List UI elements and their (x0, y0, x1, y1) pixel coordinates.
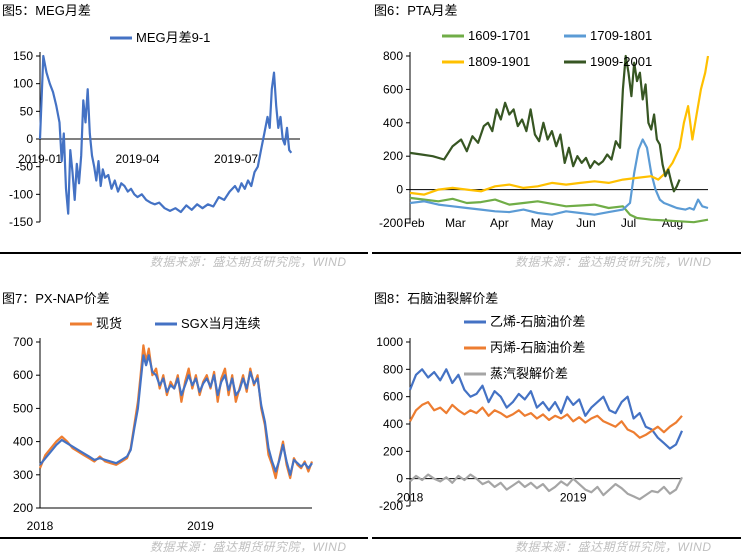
x-tick-label: Aug (662, 216, 683, 230)
y-tick-label: 50 (20, 104, 34, 118)
series-line (409, 138, 709, 216)
figure-5-bottom-rule (0, 252, 368, 254)
y-tick-label: 800 (383, 49, 403, 63)
legend-label: 蒸汽裂解价差 (490, 366, 568, 381)
x-tick-label: 2019 (560, 491, 587, 505)
x-tick-label: Mar (445, 216, 466, 230)
series-line (409, 54, 681, 193)
y-tick-label: 300 (13, 468, 33, 482)
x-tick-label: 2018 (27, 519, 54, 533)
legend-label: 现货 (96, 316, 122, 331)
y-tick-label: 0 (26, 132, 33, 146)
legend-label: 1609-1701 (468, 28, 530, 43)
y-tick-label: 700 (13, 335, 33, 349)
y-tick-label: 200 (383, 444, 403, 458)
figure-5-source: 数据来源：盛达期货研究院，WIND (150, 255, 347, 269)
legend-label: MEG月差9-1 (136, 30, 210, 45)
y-tick-label: 400 (383, 116, 403, 130)
x-tick-label: 2019-04 (115, 152, 159, 166)
figure-6-title: 图6：PTA月差 (374, 3, 458, 18)
legend-label: 1809-1901 (468, 54, 530, 69)
series-line (409, 473, 683, 501)
chart-px-nap-spread: 700 600 500 400 300 200 2018 2019 现货 SGX当月连续 (13, 316, 314, 533)
y-tick-label: 150 (13, 49, 33, 63)
legend-label: 乙烯-石脑油价差 (490, 314, 585, 329)
figure-7-source: 数据来源：盛达期货研究院，WIND (150, 540, 347, 554)
figure-5-title: 图5：MEG月差 (2, 3, 91, 18)
figure-8-bottom-rule (372, 537, 741, 539)
y-tick-label: -200 (379, 216, 403, 230)
y-tick-label: 0 (396, 472, 403, 486)
series-line (408, 368, 684, 450)
figure-8-title: 图8：石脑油裂解价差 (374, 291, 499, 306)
x-tick-label: 2018 (397, 491, 424, 505)
y-tick-label: 800 (383, 362, 403, 376)
legend-label: SGX当月连续 (181, 316, 260, 331)
series-line (409, 400, 683, 439)
x-tick-label: May (531, 216, 554, 230)
y-tick-label: 200 (383, 149, 403, 163)
y-tick-label: -100 (9, 187, 33, 201)
x-tick-label: Feb (404, 216, 425, 230)
y-tick-label: 600 (13, 368, 33, 382)
y-tick-label: 600 (383, 390, 403, 404)
y-tick-label: 400 (383, 417, 403, 431)
x-tick-label: Jul (621, 216, 636, 230)
figure-7-title: 图7：PX-NAP价差 (2, 291, 110, 306)
x-tick-label: 2019-07 (214, 152, 258, 166)
figure-6-bottom-rule (372, 252, 741, 254)
y-tick-label: 200 (13, 501, 33, 515)
x-tick-label: 2019-01 (18, 152, 62, 166)
figure-6-source: 数据来源：盛达期货研究院，WIND (515, 255, 712, 269)
chart-pta-spread: 800 600 400 200 0 -200 Feb Mar Apr May Jun Jul Aug 16… (379, 28, 710, 230)
y-tick-label: 500 (13, 401, 33, 415)
x-tick-label: Jun (576, 216, 595, 230)
legend-label: 1909-2001 (590, 54, 652, 69)
y-tick-label: 1000 (376, 335, 403, 349)
y-tick-label: 100 (13, 77, 33, 91)
y-tick-label: -50 (16, 160, 34, 174)
y-tick-label: -150 (9, 215, 33, 229)
chart-meg-spread: 150 100 50 0 -50 -100 -150 2019-01 2019-04 2019-0… (9, 30, 300, 229)
x-tick-label: Apr (490, 216, 509, 230)
y-tick-label: 0 (396, 183, 403, 197)
y-tick-label: 600 (383, 82, 403, 96)
series-line (39, 354, 313, 476)
figure-8-source: 数据来源：盛达期货研究院，WIND (515, 540, 712, 554)
y-tick-label: -200 (379, 499, 403, 513)
figure-7-bottom-rule (0, 537, 368, 539)
series-line (409, 196, 709, 224)
x-tick-label: 2019 (187, 519, 214, 533)
series-line (409, 55, 710, 196)
legend-label: 丙烯-石脑油价差 (490, 340, 585, 355)
y-tick-label: 400 (13, 435, 33, 449)
series-line (38, 54, 293, 215)
legend-label: 1709-1801 (590, 28, 652, 43)
